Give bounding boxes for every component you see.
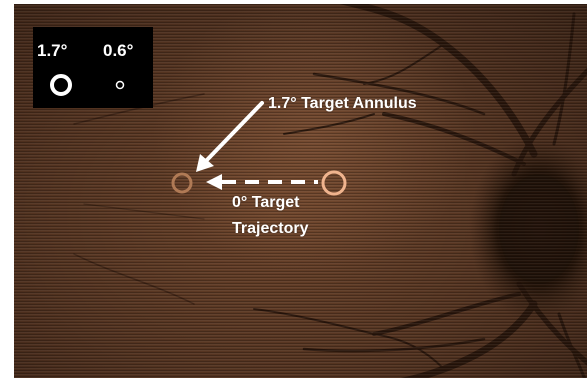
- retinal-vessels: [73, 4, 587, 378]
- annulus-label: 1.7° Target Annulus: [268, 95, 417, 112]
- large-annulus-icon: [50, 74, 72, 96]
- scale-legend: 1.7° 0.6°: [33, 27, 153, 108]
- trajectory-label-line2: Trajectory: [232, 220, 309, 237]
- annulus-pointer-arrow: [203, 101, 264, 164]
- target-annulus: [171, 172, 193, 194]
- small-scale-label: 0.6°: [103, 41, 134, 60]
- large-scale-label: 1.7°: [37, 41, 68, 60]
- trajectory-arrowhead: [206, 174, 222, 190]
- annulus-arrowhead: [196, 154, 214, 172]
- trajectory-label-line1: 0° Target: [232, 194, 300, 211]
- trajectory-start-ring: [321, 170, 347, 196]
- small-annulus-icon: [115, 80, 125, 90]
